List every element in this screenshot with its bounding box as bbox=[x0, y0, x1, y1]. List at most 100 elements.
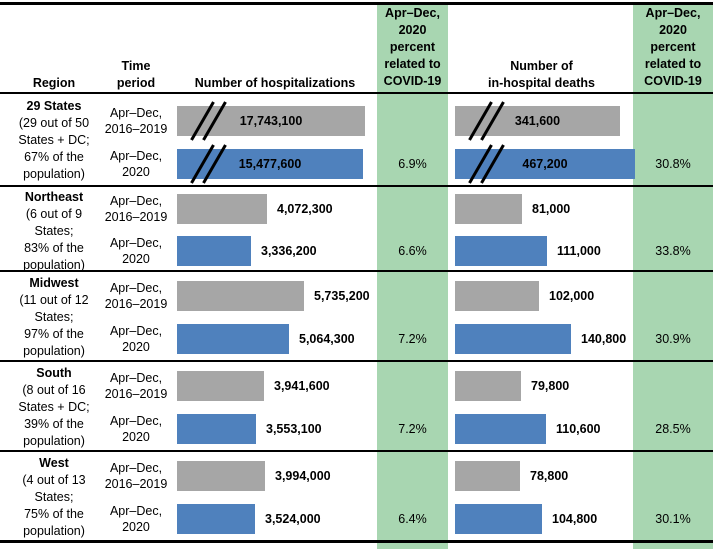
deaths-bar-2020 bbox=[455, 414, 546, 444]
time-period-text: Apr–Dec, 2020 bbox=[109, 149, 163, 179]
covid-percent-deaths: 30.1% bbox=[633, 500, 713, 538]
bar-row-2020: Apr–Dec, 2020 3,524,000 104,800 6.4% 30.… bbox=[0, 500, 713, 538]
deaths-bar-2016-2019: 341,600 bbox=[455, 101, 620, 141]
region-section-west: West (4 out of 13 States; 75% of the pop… bbox=[0, 452, 713, 540]
deaths-bar-group: 111,000 bbox=[455, 233, 601, 269]
hospitalizations-bar-group: 3,336,200 bbox=[177, 233, 317, 269]
region-description: (6 out of 9 States; 83% of the populatio… bbox=[23, 207, 85, 272]
hospitalizations-bar-2016-2019 bbox=[177, 194, 267, 224]
hospitalizations-bar-group: 4,072,300 bbox=[177, 189, 333, 229]
region-name: 29 States bbox=[26, 99, 82, 113]
deaths-bar-2020 bbox=[455, 236, 547, 266]
time-period-text: Apr–Dec, 2016–2019 bbox=[104, 371, 168, 401]
covid-percent-hospitalizations: 6.9% bbox=[377, 145, 448, 183]
percent-text: 33.8% bbox=[655, 244, 691, 258]
hospitalizations-bar-2020 bbox=[177, 504, 255, 534]
region-name: West bbox=[39, 456, 69, 470]
percent-text: 6.6% bbox=[398, 244, 427, 258]
header-covid-percent-deaths: Apr–Dec, 2020 percent related to COVID-1… bbox=[644, 6, 702, 88]
hospitalizations-bar-2016-2019 bbox=[177, 371, 264, 401]
hospitalizations-bar-group: 3,524,000 bbox=[177, 500, 321, 538]
hospitalizations-value: 5,735,200 bbox=[314, 289, 370, 303]
percent-text: 30.1% bbox=[655, 512, 691, 526]
header-time-period: Time period bbox=[116, 59, 156, 90]
percent-text: 6.9% bbox=[398, 157, 427, 171]
region-section-midwest: Midwest (11 out of 12 States; 97% of the… bbox=[0, 272, 713, 360]
header-covid-percent-hosp: Apr–Dec, 2020 percent related to COVID-1… bbox=[383, 6, 442, 88]
bar-row-2016-2019: Apr–Dec, 2016–2019 17,743,100 341,600 bbox=[0, 100, 713, 142]
deaths-bar-2020 bbox=[455, 324, 571, 354]
deaths-value: 341,600 bbox=[514, 114, 561, 128]
percent-text: 7.2% bbox=[398, 422, 427, 436]
region-name: Midwest bbox=[29, 276, 79, 290]
hospitalizations-bar-group: 15,477,600 bbox=[177, 144, 363, 184]
percent-text: 30.9% bbox=[655, 332, 691, 346]
time-period-cell: Apr–Dec, 2020 bbox=[96, 500, 176, 538]
hospitalizations-bar-2016-2019: 17,743,100 bbox=[177, 101, 365, 141]
hospitalizations-bar-2020: 15,477,600 bbox=[177, 144, 363, 184]
section-divider bbox=[0, 450, 713, 452]
deaths-value: 111,000 bbox=[557, 244, 601, 258]
deaths-value: 79,800 bbox=[531, 379, 570, 393]
bar-row-2020: Apr–Dec, 2020 3,553,100 110,600 7.2% 28.… bbox=[0, 410, 713, 448]
bar-row-2016-2019: Apr–Dec, 2016–2019 4,072,300 81,000 bbox=[0, 189, 713, 229]
covid-percent-hospitalizations: 6.4% bbox=[377, 500, 448, 538]
deaths-bar-group: 467,200 bbox=[455, 144, 635, 184]
percent-text: 6.4% bbox=[398, 512, 427, 526]
region-label: 29 States (29 out of 50 States + DC; 67%… bbox=[2, 98, 106, 183]
deaths-bar-group: 78,800 bbox=[455, 455, 568, 497]
hospitalizations-bar-2020 bbox=[177, 236, 251, 266]
bar-row-2016-2019: Apr–Dec, 2016–2019 3,941,600 79,800 bbox=[0, 365, 713, 407]
deaths-bar-group: 79,800 bbox=[455, 365, 569, 407]
percent-text: 30.8% bbox=[655, 157, 691, 171]
header-deaths: Number of in-hospital deaths bbox=[488, 59, 595, 90]
hospitalizations-value: 15,477,600 bbox=[238, 157, 302, 171]
hospitalizations-value: 3,941,600 bbox=[274, 379, 330, 393]
time-period-cell: Apr–Dec, 2016–2019 bbox=[96, 189, 176, 229]
region-label: West (4 out of 13 States; 75% of the pop… bbox=[2, 455, 106, 540]
header-region: Region bbox=[32, 76, 76, 90]
hospitalizations-value: 3,336,200 bbox=[261, 244, 317, 258]
covid-percent-column-deaths bbox=[633, 5, 713, 549]
header-divider bbox=[0, 92, 713, 94]
bar-row-2020: Apr–Dec, 2020 15,477,600 467,200 6.9% 30… bbox=[0, 144, 713, 184]
covid-percent-deaths: 28.5% bbox=[633, 410, 713, 448]
deaths-value: 102,000 bbox=[549, 289, 595, 303]
hospitalizations-bar-group: 17,743,100 bbox=[177, 100, 365, 142]
region-label: Northeast (6 out of 9 States; 83% of the… bbox=[2, 189, 106, 274]
hospitalizations-bar-2020 bbox=[177, 414, 256, 444]
region-description: (11 out of 12 States; 97% of the populat… bbox=[19, 293, 89, 358]
hospitalizations-bar-2016-2019 bbox=[177, 461, 265, 491]
deaths-value: 110,600 bbox=[556, 422, 601, 436]
time-period-text: Apr–Dec, 2016–2019 bbox=[104, 281, 168, 311]
bottom-border bbox=[0, 540, 713, 543]
time-period-cell: Apr–Dec, 2020 bbox=[96, 410, 176, 448]
top-border bbox=[0, 2, 713, 5]
hospitalizations-value: 5,064,300 bbox=[299, 332, 355, 346]
region-name: South bbox=[36, 366, 72, 380]
hospitalizations-value: 17,743,100 bbox=[239, 114, 303, 128]
time-period-cell: Apr–Dec, 2016–2019 bbox=[96, 275, 176, 317]
deaths-value: 467,200 bbox=[522, 157, 568, 171]
region-section-northeast: Northeast (6 out of 9 States; 83% of the… bbox=[0, 187, 713, 272]
time-period-cell: Apr–Dec, 2016–2019 bbox=[96, 100, 176, 142]
hospitalizations-bar-2016-2019 bbox=[177, 281, 304, 311]
hospitalizations-bar-group: 5,735,200 bbox=[177, 275, 370, 317]
percent-text: 7.2% bbox=[398, 332, 427, 346]
deaths-bar-group: 110,600 bbox=[455, 410, 601, 448]
time-period-cell: Apr–Dec, 2020 bbox=[96, 233, 176, 269]
deaths-bar-2016-2019 bbox=[455, 194, 522, 224]
hospitalizations-bar-group: 3,941,600 bbox=[177, 365, 330, 407]
section-divider bbox=[0, 360, 713, 362]
hospitalizations-value: 3,994,000 bbox=[275, 469, 331, 483]
time-period-text: Apr–Dec, 2016–2019 bbox=[104, 106, 168, 136]
region-section-29-states: 29 States (29 out of 50 States + DC; 67%… bbox=[0, 95, 713, 185]
time-period-cell: Apr–Dec, 2020 bbox=[96, 145, 176, 183]
deaths-bar-group: 102,000 bbox=[455, 275, 594, 317]
section-divider bbox=[0, 270, 713, 272]
region-label: South (8 out of 16 States + DC; 39% of t… bbox=[2, 365, 106, 450]
bar-row-2020: Apr–Dec, 2020 5,064,300 140,800 7.2% 30.… bbox=[0, 320, 713, 358]
covid-percent-deaths: 33.8% bbox=[633, 233, 713, 269]
hospitalizations-bar-group: 3,994,000 bbox=[177, 455, 331, 497]
